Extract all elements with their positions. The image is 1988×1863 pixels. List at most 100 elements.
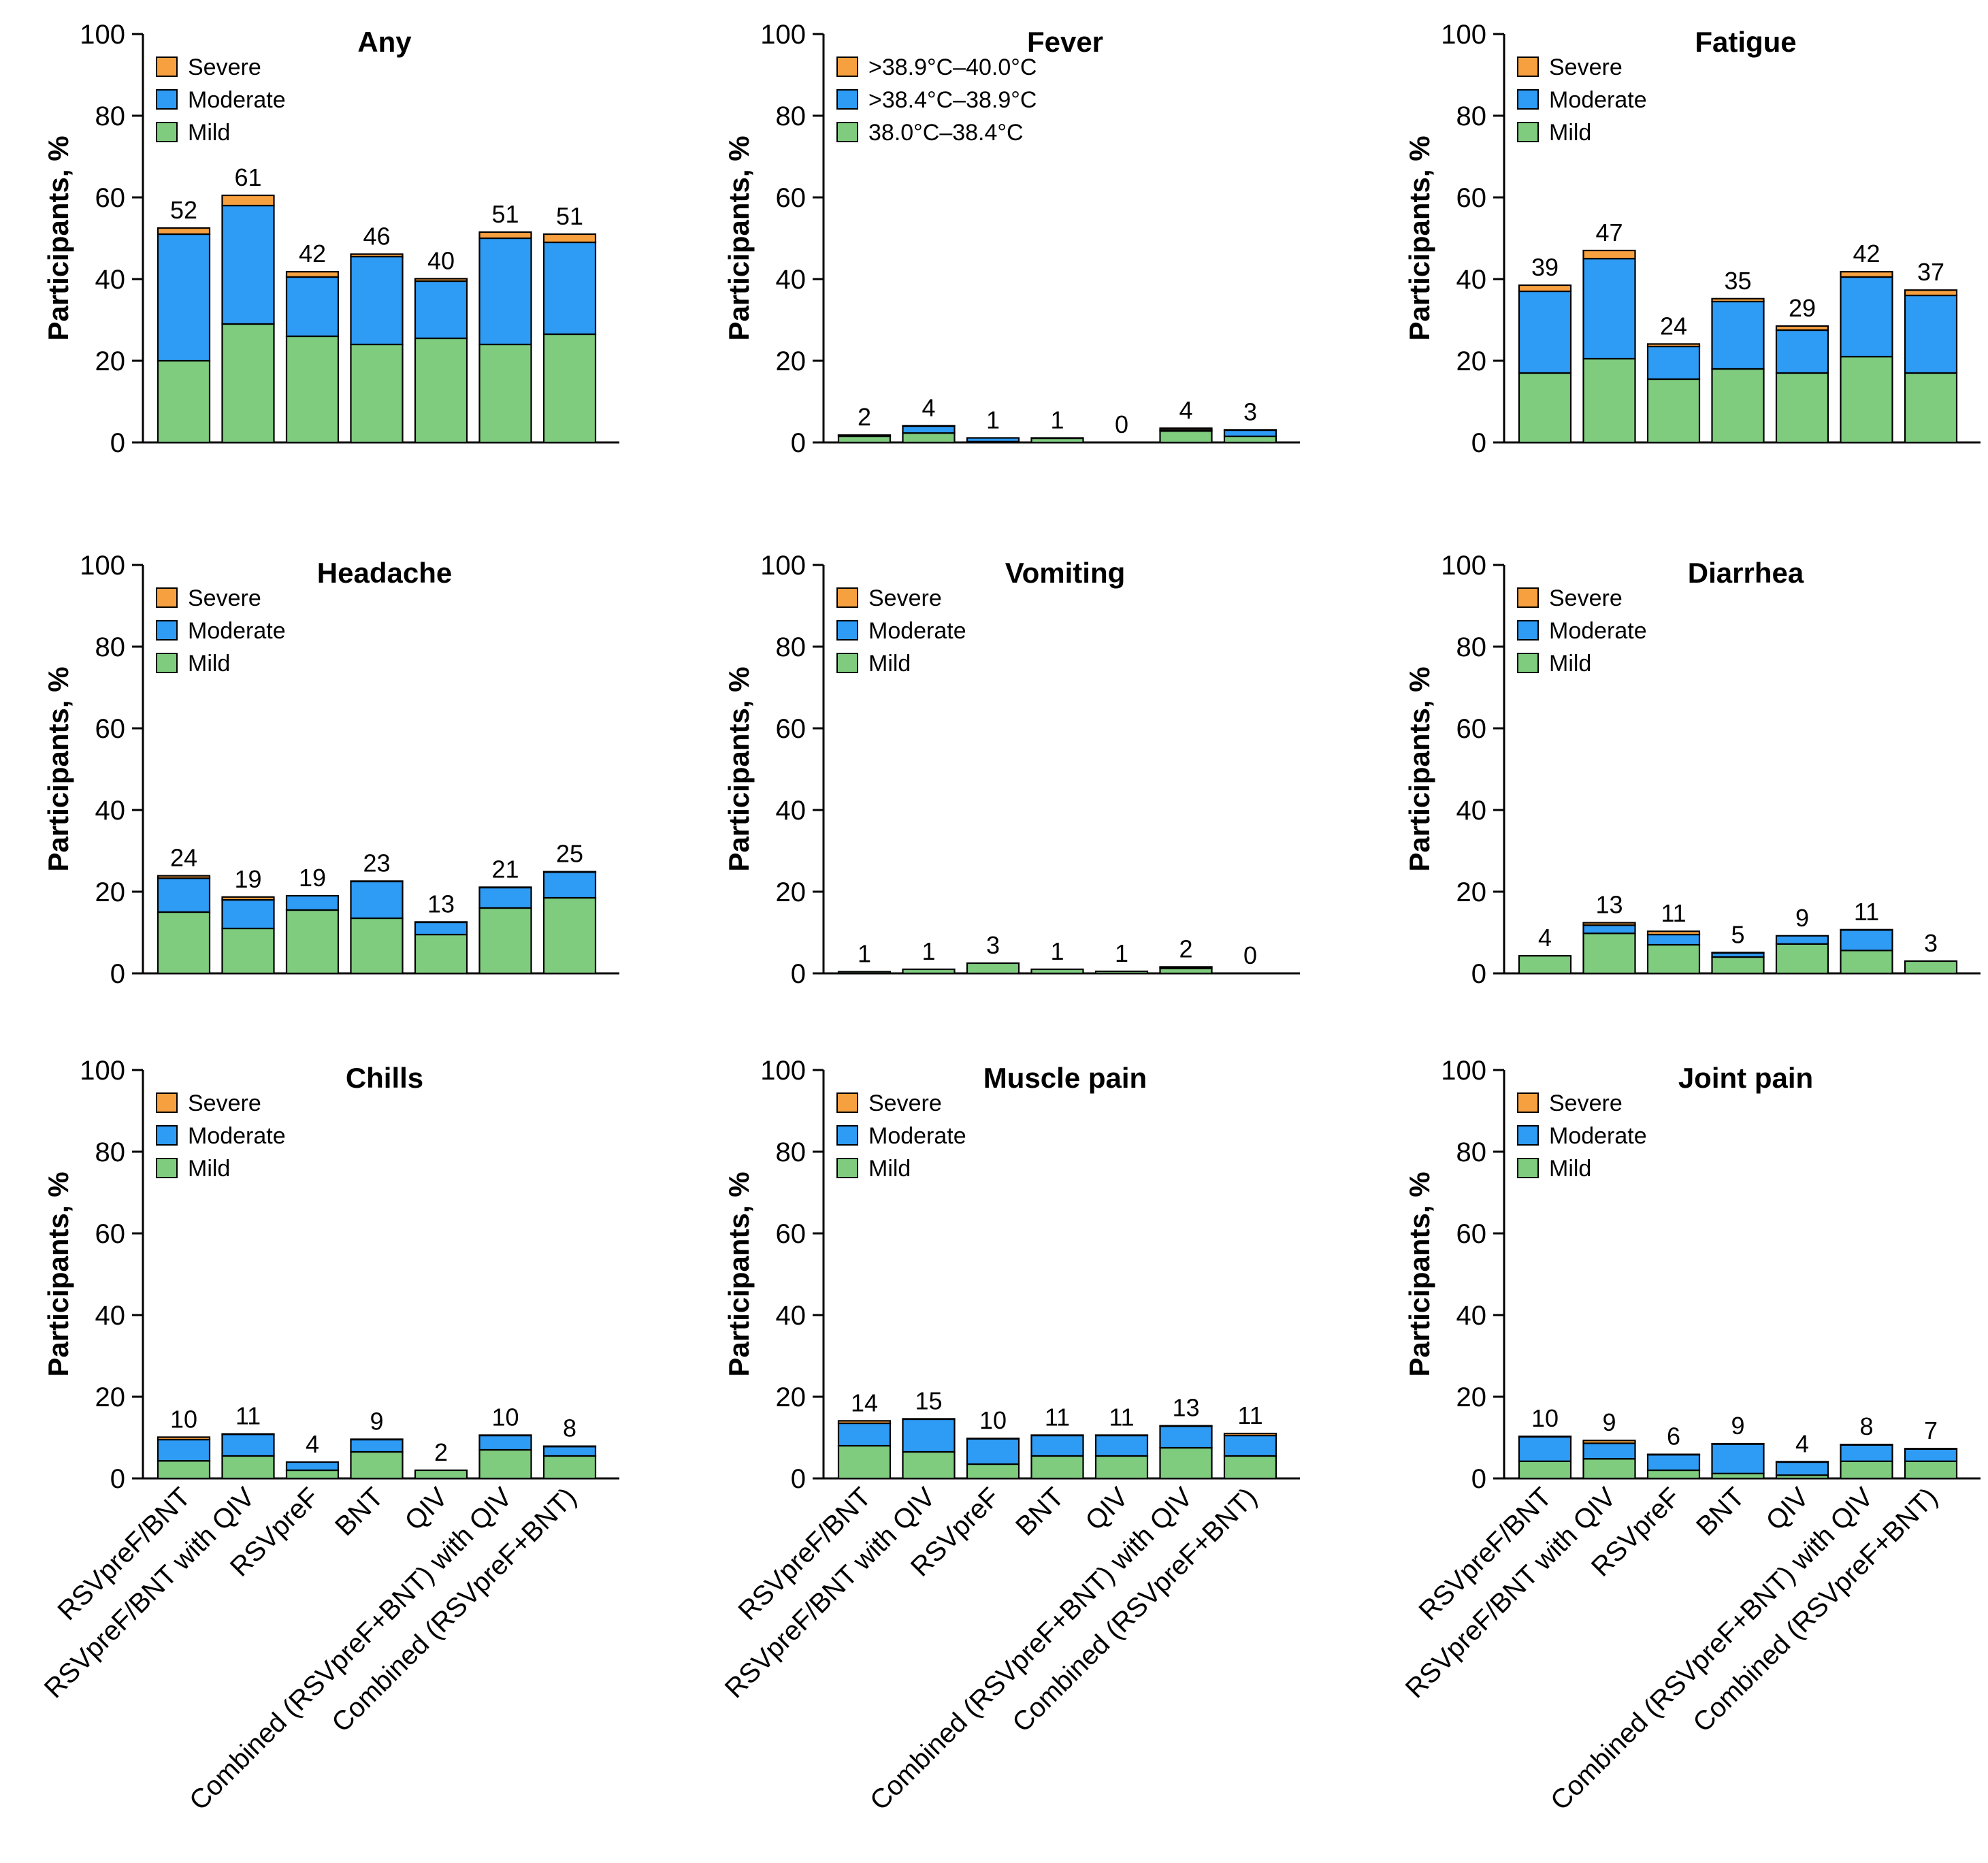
bar-total-label: 8 [563, 1414, 576, 1442]
bar-total-label: 25 [556, 840, 583, 868]
bar-severe [1646, 930, 1701, 936]
legend-swatch [836, 56, 858, 77]
bar-moderate [542, 871, 597, 899]
bar-severe [1223, 1432, 1277, 1437]
bar-total-label: 10 [979, 1406, 1007, 1434]
bar-total-label: 0 [1115, 410, 1128, 438]
bar-total-label: 13 [427, 890, 455, 918]
y-tick-label: 20 [1456, 346, 1487, 376]
bar-mild [1030, 1455, 1084, 1480]
bar-moderate [542, 1446, 597, 1457]
bar-mild [1711, 368, 1765, 444]
bar-severe [1840, 1444, 1893, 1446]
legend-entry: Severe [188, 585, 261, 611]
legend-entry: Severe [188, 1090, 261, 1116]
y-axis-label: Participants, % [723, 135, 755, 340]
legend-entry: Mild [188, 1156, 230, 1182]
panel-chills: 0 20 40 60 80 100 Participants, % Chills Severe M… [39, 1056, 619, 1816]
bar--38-9-c-40-0-c [1159, 427, 1213, 431]
y-tick-label: 20 [95, 1382, 126, 1412]
y-tick-label: 40 [95, 796, 126, 826]
legend-entry: >38.4°C–38.9°C [868, 87, 1037, 113]
bar-total-label: 51 [491, 200, 519, 228]
y-tick-label: 100 [1441, 20, 1486, 50]
bar-mild [285, 1469, 340, 1480]
bar-moderate [1030, 1434, 1084, 1457]
bar-severe [414, 278, 468, 282]
bar-total-label: 1 [922, 937, 935, 965]
bar-total-label: 2 [858, 403, 871, 431]
bar-total-label: 11 [1661, 899, 1686, 927]
bar-total-label: 42 [299, 240, 326, 268]
y-tick-label: 60 [95, 1219, 126, 1249]
legend-swatch [1517, 1092, 1539, 1113]
legend-entry: >38.9°C–40.0°C [868, 54, 1037, 80]
chart-title: Any [357, 26, 412, 58]
legend-swatch [1517, 1158, 1539, 1178]
y-tick-label: 80 [1456, 101, 1487, 131]
legend-swatch [1517, 1125, 1539, 1146]
bar-mild [1030, 968, 1084, 975]
bar-moderate [1904, 294, 1958, 374]
bar-mild [221, 1455, 275, 1480]
bar-mild [221, 927, 275, 975]
bar-total-label: 3 [986, 931, 1000, 959]
bar-severe [157, 227, 211, 236]
y-axis-label: Participants, % [723, 1171, 755, 1376]
bar-total-label: 23 [363, 849, 390, 877]
bar-total-label: 39 [1531, 253, 1559, 281]
bar-moderate [966, 1438, 1020, 1465]
bar-total-label: 46 [363, 222, 390, 250]
bar-mild [1904, 1460, 1958, 1480]
legend-entry: Severe [1549, 1090, 1623, 1116]
y-tick-label: 100 [760, 1056, 806, 1086]
bar-total-label: 21 [491, 855, 519, 883]
bar-total-label: 9 [370, 1407, 383, 1435]
bar-mild [1582, 933, 1636, 975]
bar-total-label: 19 [234, 865, 261, 893]
bar-mild [350, 343, 404, 444]
bar-mild [1159, 1446, 1213, 1480]
bar-total-label: 1 [1050, 937, 1064, 965]
bar-severe [837, 1420, 892, 1425]
y-tick-label: 0 [1471, 959, 1486, 989]
bar-mild [414, 933, 468, 975]
bar--38-4-c-38-9-c [966, 437, 1020, 442]
bar-severe [1582, 249, 1636, 260]
bar-mild [542, 896, 597, 975]
bar-total-label: 19 [299, 864, 326, 892]
y-tick-label: 60 [95, 714, 126, 744]
y-tick-label: 0 [110, 1464, 125, 1494]
y-axis-label: Participants, % [1403, 1171, 1435, 1376]
bar-mild [1775, 943, 1829, 975]
y-tick-label: 100 [760, 20, 806, 50]
y-tick-label: 20 [776, 877, 806, 907]
bar-total-label: 15 [915, 1387, 942, 1414]
bar-moderate [542, 241, 597, 336]
panel-fatigue: 0 20 40 60 80 100 Participants, % Fatigue Severe… [1403, 20, 1981, 458]
bar-total-label: 2 [434, 1438, 448, 1466]
bar-mild [414, 337, 468, 444]
bar-total-label: 11 [1237, 1402, 1262, 1429]
bar-mild [966, 1463, 1020, 1480]
bar-total-label: 9 [1795, 904, 1809, 932]
legend-entry: Severe [1549, 54, 1623, 80]
y-tick-label: 40 [1456, 265, 1487, 295]
bar-total-label: 51 [556, 202, 583, 230]
legend-entry: Moderate [868, 618, 966, 644]
category-label: BNT [1010, 1482, 1070, 1542]
bar-total-label: 4 [1538, 924, 1552, 952]
bar--38-9-c-40-0-c [837, 434, 892, 436]
y-tick-label: 20 [95, 346, 126, 376]
bar-mild [478, 907, 532, 975]
bar-total-label: 40 [427, 246, 455, 274]
legend-entry: Mild [1549, 651, 1591, 677]
legend-entry: Severe [1549, 585, 1623, 611]
bar-total-label: 10 [1531, 1404, 1559, 1432]
bar-mild [1518, 1460, 1572, 1480]
y-tick-label: 40 [776, 265, 806, 295]
bar-moderate [1582, 257, 1636, 360]
bar-mild [350, 1451, 404, 1480]
chart-title: Chills [346, 1062, 423, 1094]
